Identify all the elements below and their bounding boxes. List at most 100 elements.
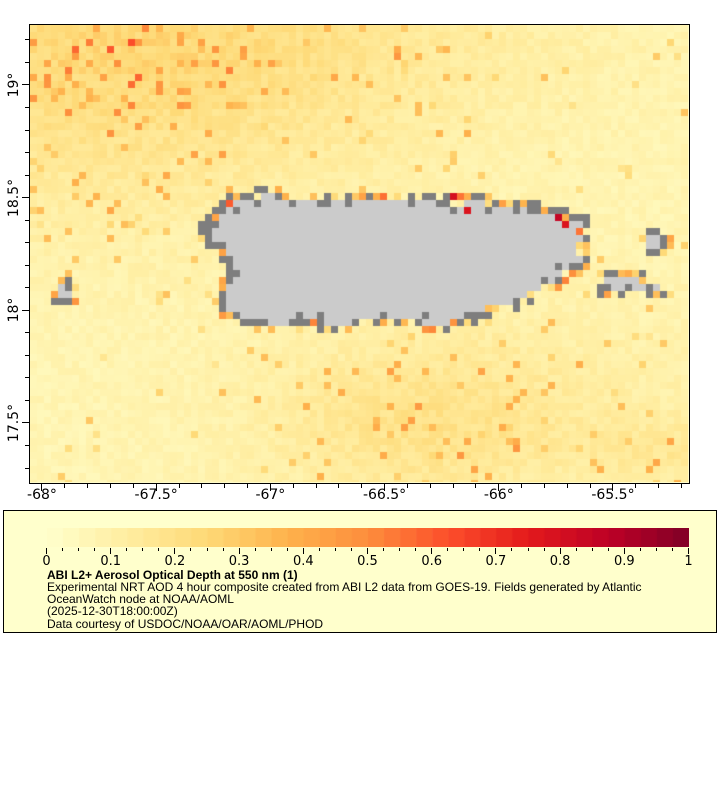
legend-box: 0 0.1 0.2 0.3 0.4 0.5 0.6 0.7 0.8 0.9 1 ABI L2+ Ae… xyxy=(3,510,717,633)
colorbar-tick-label: 0.5 xyxy=(357,554,378,569)
x-axis-tick-label: -65.5° xyxy=(591,487,635,503)
x-axis-tick xyxy=(635,483,637,488)
legend-line: Data courtesy of USDOC/NOAA/OAR/AOML/PHO… xyxy=(47,616,324,631)
colorbar-tick xyxy=(527,548,529,551)
colorbar-tick xyxy=(62,548,64,551)
colorbar-tick xyxy=(254,548,256,551)
colorbar-tick xyxy=(511,548,513,551)
y-axis-tick xyxy=(24,242,29,244)
colorbar-tick-label: 0.4 xyxy=(292,554,314,569)
x-axis-tick xyxy=(64,483,66,488)
colorbar-tick xyxy=(479,548,481,551)
colorbar-tick-label: 0.1 xyxy=(100,554,122,569)
x-axis-tick-label: -68° xyxy=(27,487,57,503)
legend-line: Experimental NRT AOD 4 hour composite cr… xyxy=(47,580,642,594)
colorbar-tick-label: 1 xyxy=(684,554,693,569)
y-axis-tick xyxy=(24,219,29,221)
colorbar-tick xyxy=(415,548,417,551)
x-axis-tick xyxy=(269,483,271,491)
x-axis-tick xyxy=(589,483,591,488)
x-axis-tick xyxy=(361,483,363,488)
x-axis-tick xyxy=(155,483,157,491)
x-axis-tick-label: -67° xyxy=(255,487,286,503)
x-axis-tick xyxy=(110,483,111,488)
x-axis-tick xyxy=(41,483,43,491)
y-axis-tick xyxy=(24,399,29,401)
colorbar-tick xyxy=(671,548,673,551)
y-axis-tick xyxy=(24,332,29,334)
y-axis-tick-label: 19° xyxy=(6,72,22,98)
legend-description: Experimental NRT AOD 4 hour composite cr… xyxy=(47,581,642,630)
colorbar-tick xyxy=(655,548,657,551)
x-axis-tick xyxy=(247,483,249,488)
colorbar-tick xyxy=(110,548,112,554)
x-axis-tick-label: -66° xyxy=(483,487,514,503)
y-axis-tick xyxy=(24,61,29,63)
colorbar-tick xyxy=(607,548,609,551)
colorbar-tick xyxy=(559,548,561,554)
colorbar-tick xyxy=(78,548,80,551)
y-axis-tick xyxy=(24,129,29,131)
colorbar-tick xyxy=(495,548,497,554)
colorbar-tick xyxy=(46,548,47,554)
y-axis-tick xyxy=(21,309,29,311)
colorbar-tick-label: 0.8 xyxy=(549,554,571,569)
y-axis-tick xyxy=(21,422,29,424)
x-axis-tick xyxy=(612,483,614,491)
colorbar-tick xyxy=(367,548,368,554)
y-axis-tick-label: 18.5° xyxy=(6,178,22,217)
colorbar-tick xyxy=(447,548,449,551)
colorbar-tick xyxy=(174,548,176,554)
x-axis-tick xyxy=(384,483,386,491)
map-plot xyxy=(28,23,690,484)
y-axis-tick xyxy=(24,444,29,446)
x-axis-tick xyxy=(338,483,340,488)
legend-line: OceanWatch node at NOAA/AOML xyxy=(47,592,234,607)
y-axis-tick xyxy=(24,377,29,379)
y-axis-tick xyxy=(24,39,29,41)
x-axis-tick xyxy=(566,483,568,488)
y-axis-tick xyxy=(24,287,29,289)
colorbar-tick xyxy=(639,548,641,551)
colorbar-tick-label: 0.2 xyxy=(164,554,186,569)
colorbar-tick xyxy=(334,548,336,551)
x-axis-tick xyxy=(201,483,203,488)
colorbar-tick xyxy=(575,548,577,551)
x-axis-tick xyxy=(680,483,682,488)
x-axis-tick xyxy=(543,483,545,488)
y-axis-tick-label: 18° xyxy=(6,297,22,323)
colorbar-tick xyxy=(286,548,288,551)
x-axis-tick xyxy=(87,483,89,488)
legend-title: ABI L2+ Aerosol Optical Depth at 550 nm … xyxy=(47,568,298,582)
colorbar-tick xyxy=(158,548,160,551)
x-axis-tick xyxy=(452,483,454,488)
aod-raster-canvas xyxy=(29,24,688,482)
x-axis-tick xyxy=(132,483,134,488)
colorbar-tick xyxy=(318,548,320,551)
x-axis-tick xyxy=(475,483,477,488)
colorbar-tick xyxy=(399,548,401,551)
x-axis-tick xyxy=(315,483,317,488)
colorbar-tick xyxy=(270,548,272,551)
y-axis-tick xyxy=(21,197,29,199)
colorbar-tick-label: 0.9 xyxy=(613,554,635,569)
colorbar-tick xyxy=(591,548,593,551)
colorbar xyxy=(46,527,689,547)
colorbar-tick xyxy=(206,548,208,551)
x-axis-tick xyxy=(178,483,180,488)
colorbar-tick xyxy=(142,548,144,551)
colorbar-tick-label: 0 xyxy=(42,554,51,569)
x-axis-tick xyxy=(224,483,226,488)
colorbar-tick-label: 0.6 xyxy=(421,554,443,569)
x-axis-tick-label: -66.5° xyxy=(362,487,407,503)
colorbar-tick xyxy=(383,548,385,551)
colorbar-tick xyxy=(222,548,224,551)
x-axis-tick xyxy=(658,483,660,488)
colorbar-tick xyxy=(302,548,304,554)
colorbar-tick xyxy=(688,548,689,554)
y-axis-tick-label: 17.5° xyxy=(6,403,22,443)
x-axis-tick-label: -67.5° xyxy=(134,487,178,503)
x-axis-tick xyxy=(498,483,500,491)
y-axis-tick xyxy=(24,264,29,266)
colorbar-tick xyxy=(238,548,240,554)
